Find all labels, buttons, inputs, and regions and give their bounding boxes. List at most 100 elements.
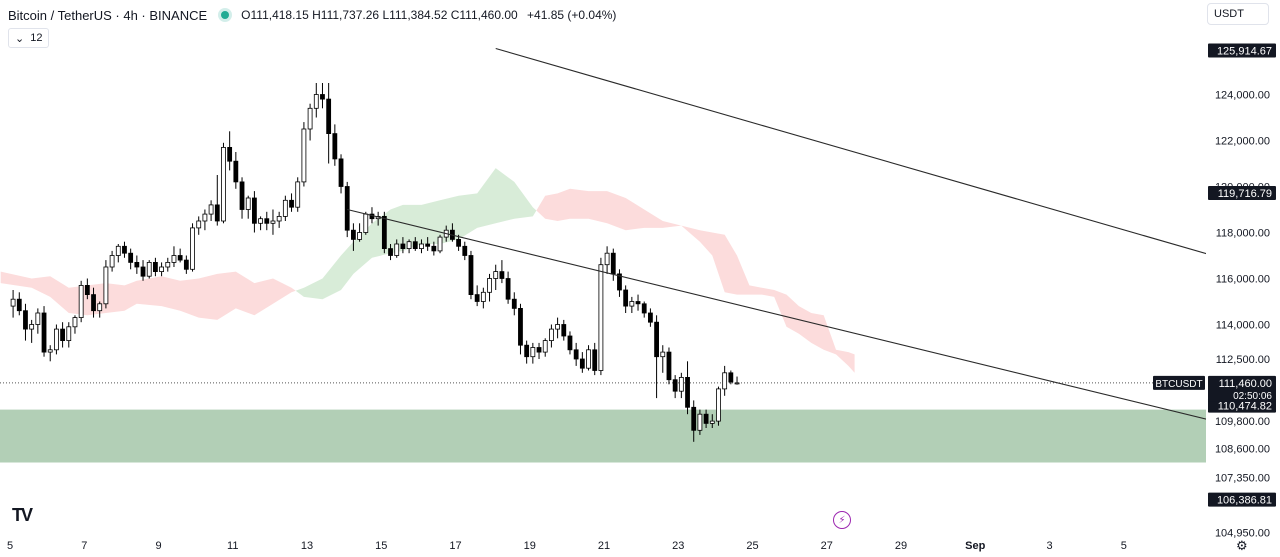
chart-header: Bitcoin / TetherUS · 4h · BINANCE O111,4… <box>8 6 616 24</box>
candle <box>66 322 72 348</box>
candle-body-up <box>586 349 591 369</box>
candle <box>672 375 678 399</box>
candle <box>648 308 653 327</box>
candle <box>487 273 492 302</box>
candle-body-down <box>388 248 393 256</box>
candle-body-up <box>709 420 715 424</box>
candle <box>697 409 703 435</box>
y-tick-label: 124,000.00 <box>1215 90 1270 102</box>
candle-body-up <box>97 303 103 312</box>
chevron-down-icon: ⌄ <box>15 32 25 45</box>
candle <box>97 301 103 318</box>
candle-body-down <box>456 238 461 247</box>
candle <box>666 347 672 385</box>
indicators-toggle-button[interactable]: ⌄ 12 <box>8 28 50 48</box>
y-tick-label: 112,500.00 <box>1216 354 1270 366</box>
symbol-tag-bg <box>1153 375 1205 390</box>
candle-body-down <box>320 94 325 100</box>
candle <box>320 83 325 109</box>
candle-body-up <box>660 351 666 358</box>
candle <box>468 250 474 300</box>
candle-body-up <box>530 347 536 358</box>
candle-body-down <box>400 243 406 249</box>
candle-body-down <box>344 186 350 231</box>
high-value: H111,737.26 <box>312 8 380 22</box>
candle-body-down <box>289 199 294 208</box>
candle <box>41 306 47 357</box>
x-tick-label: 19 <box>524 540 536 552</box>
candle-body-down <box>561 324 567 337</box>
candle-body-up <box>66 326 72 341</box>
candle <box>10 290 16 318</box>
candle <box>511 292 517 316</box>
candle <box>567 331 573 355</box>
candle-body-up <box>72 317 78 328</box>
candle <box>586 345 591 371</box>
currency-button[interactable]: USDT <box>1207 3 1269 25</box>
candle <box>183 255 189 274</box>
candle-body-down <box>326 98 332 134</box>
candle-body-down <box>233 160 239 183</box>
candle <box>171 246 177 267</box>
candle <box>474 285 480 307</box>
candle-body-down <box>623 289 629 307</box>
candle <box>703 409 709 428</box>
candle <box>542 338 548 357</box>
tradingview-logo-icon[interactable]: TV <box>12 505 33 525</box>
price-tag-bg <box>1208 398 1276 413</box>
x-tick-label: 21 <box>598 540 610 552</box>
symbol-title[interactable]: Bitcoin / TetherUS · 4h · BINANCE <box>8 7 208 23</box>
cloud-bearish <box>0 271 296 320</box>
candle-body-down <box>641 303 647 314</box>
candle-body-down <box>239 181 245 210</box>
candle <box>258 216 263 231</box>
x-tick-label: 5 <box>1121 540 1127 552</box>
candle-body-down <box>60 328 65 342</box>
gear-icon[interactable]: ⚙ <box>1236 538 1248 553</box>
candle <box>140 260 146 281</box>
candle <box>264 211 270 231</box>
candle <box>270 209 276 235</box>
candle-body-down <box>252 197 257 224</box>
price-tag: 106,386.81 <box>1217 495 1272 507</box>
x-tick-label: 29 <box>895 540 907 552</box>
change-value: +41.85 (+0.04%) <box>527 8 617 22</box>
candle-body-up <box>598 264 604 371</box>
price-tag-bg <box>1208 492 1276 507</box>
candle-body-up <box>394 243 400 256</box>
candle <box>499 260 505 284</box>
candle-body-down <box>617 273 622 291</box>
candle <box>635 294 641 311</box>
candle <box>196 216 202 235</box>
flash-icon[interactable]: ⚡ <box>833 511 851 529</box>
candle-body-down <box>462 245 468 256</box>
candle <box>394 239 400 258</box>
candle-body-down <box>499 271 505 279</box>
y-tick-label: 108,600.00 <box>1215 444 1270 456</box>
candle-body-up <box>406 241 412 249</box>
candle-body-up <box>629 301 635 307</box>
indicator-count: 12 <box>30 32 43 44</box>
candle <box>400 237 406 254</box>
candle <box>252 191 257 233</box>
candle <box>115 244 121 263</box>
candle <box>134 255 140 274</box>
candle <box>23 303 28 341</box>
candle <box>524 340 530 364</box>
candle-body-down <box>592 349 598 371</box>
candle <box>332 124 338 166</box>
candle <box>716 386 721 426</box>
candle <box>91 287 96 318</box>
candle <box>579 352 585 373</box>
candle-body-up <box>480 291 486 302</box>
candle <box>165 257 171 272</box>
candle-body-down <box>381 215 387 249</box>
candle-body-up <box>78 284 84 318</box>
candle <box>351 223 356 251</box>
candle <box>641 301 647 318</box>
candle <box>480 287 486 309</box>
candle-body-down <box>16 298 22 312</box>
x-tick-label: 9 <box>155 540 161 552</box>
candle <box>412 237 418 251</box>
